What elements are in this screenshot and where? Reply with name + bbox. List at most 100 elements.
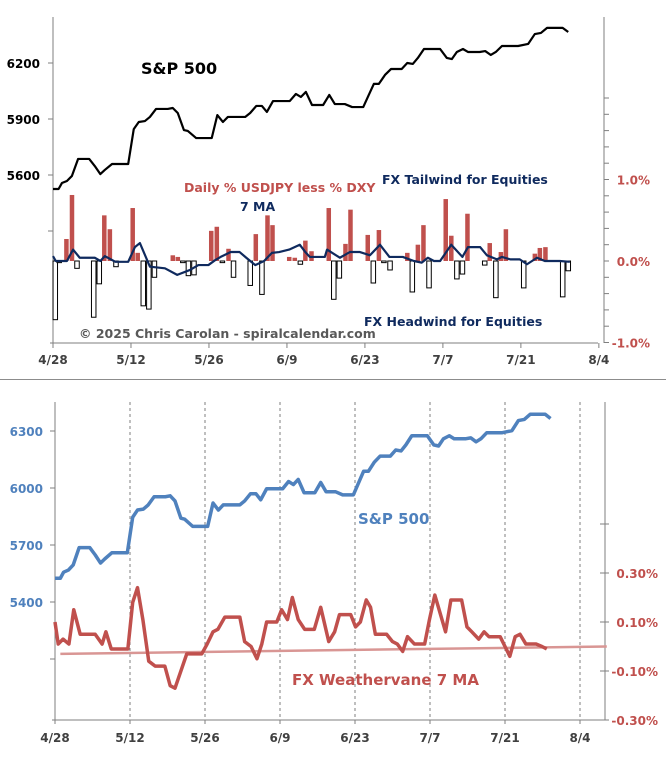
x-axis-label: 7/21 — [490, 731, 519, 745]
bar-positive — [449, 235, 454, 261]
bar-negative — [409, 260, 416, 293]
left-axis-label: 5900 — [7, 113, 40, 127]
bar-positive — [487, 243, 492, 261]
left-axis-label: 6200 — [7, 57, 40, 71]
bar-positive — [415, 244, 421, 261]
bar-negative — [90, 260, 97, 318]
bar-negative — [459, 260, 466, 275]
x-axis-label: 6/9 — [276, 353, 297, 367]
left-axis-label: 5700 — [10, 539, 43, 553]
bar-positive — [421, 225, 426, 261]
bar-positive — [135, 252, 140, 261]
bar-negative — [180, 260, 186, 264]
bar-positive — [265, 215, 270, 261]
bottom-lines — [53, 412, 607, 690]
bar-positive — [292, 257, 298, 261]
bar-positive — [130, 208, 135, 261]
bar-positive — [64, 238, 69, 261]
right-axis-label: 0.10% — [616, 616, 658, 630]
x-axis-label: 7/21 — [506, 353, 535, 367]
bar-positive — [326, 208, 332, 261]
bar-negative — [331, 260, 337, 300]
bar-negative — [219, 260, 226, 264]
bar-positive — [286, 256, 292, 261]
bar-negative — [259, 260, 265, 295]
bar-positive — [503, 229, 509, 261]
left-axis-label: 5600 — [7, 169, 40, 183]
copyright-label: © 2025 Chris Carolan - spiralcalendar.co… — [79, 326, 376, 341]
bar-negative — [96, 260, 103, 285]
right-axis-label: -0.10% — [611, 665, 658, 679]
right-axis-label: -0.30% — [611, 714, 658, 728]
bar-negative — [247, 260, 253, 286]
bar-negative — [520, 260, 527, 289]
bar-negative — [493, 260, 499, 299]
x-axis-label: 7/7 — [419, 731, 440, 745]
bar-positive — [348, 209, 353, 261]
bar-negative — [370, 260, 377, 284]
bottom-axes — [50, 402, 609, 724]
bar-negative — [426, 260, 432, 289]
right-axis-label: 1.0% — [617, 174, 650, 188]
x-axis-label: 5/26 — [190, 731, 219, 745]
bar-positive — [365, 234, 371, 261]
x-axis-label: 5/12 — [115, 731, 144, 745]
right-axis-label: 0.0% — [617, 255, 650, 269]
bottom-sp500-line — [55, 412, 552, 580]
bar-positive — [102, 215, 107, 261]
x-axis-label: 5/26 — [194, 353, 223, 367]
x-axis-label: 6/9 — [269, 731, 290, 745]
x-axis-label: 6/23 — [350, 353, 379, 367]
bar-positive — [69, 194, 75, 261]
bar-positive — [170, 255, 176, 261]
bar-positive — [175, 256, 181, 261]
bar-negative — [185, 260, 192, 277]
weathervane-line — [53, 585, 548, 690]
x-axis-label: 4/28 — [40, 731, 69, 745]
top-lines — [52, 26, 570, 276]
headwind-label: FX Headwind for Equities — [364, 314, 542, 329]
bar-positive — [214, 226, 220, 261]
bar-negative — [151, 260, 158, 278]
bar-negative — [381, 260, 387, 264]
ma-series-label: 7 MA — [240, 199, 275, 214]
bar-positive — [443, 199, 448, 261]
chart-separator — [0, 379, 666, 380]
bar-negative — [297, 260, 304, 265]
bar-negative — [336, 260, 343, 279]
bar-positive — [537, 247, 543, 261]
top-tick-labels: 5600 5900 6200 1.0% 0.0% -1.0% 4/28 5/12 5/26 6/9… — [7, 57, 650, 367]
left-axis-label: 5400 — [10, 596, 43, 610]
bar-negative — [230, 260, 237, 278]
right-axis-label: -1.0% — [612, 337, 650, 351]
top-bars — [52, 194, 572, 321]
right-axis-label: 0.30% — [616, 567, 658, 581]
sp500-label: S&P 500 — [141, 59, 217, 78]
bar-negative — [146, 260, 152, 310]
bar-positive — [543, 247, 548, 261]
bar-negative — [140, 260, 147, 307]
weathervane-label: FX Weathervane 7 MA — [292, 671, 479, 689]
bar-positive — [226, 248, 231, 261]
x-axis-label: 8/4 — [569, 731, 590, 745]
reference-line — [60, 645, 607, 656]
sp500-line — [53, 26, 569, 191]
bar-negative — [481, 260, 488, 266]
bar-positive — [343, 243, 348, 261]
x-axis-label: 4/28 — [38, 353, 67, 367]
bottom-sp500-label: S&P 500 — [358, 510, 429, 528]
ma-line — [52, 241, 570, 276]
x-axis-label: 7/7 — [432, 353, 453, 367]
bar-positive — [270, 225, 275, 261]
bar-negative — [454, 260, 460, 280]
bar-positive — [465, 213, 470, 261]
bar-negative — [52, 260, 59, 321]
x-axis-label: 5/12 — [116, 353, 145, 367]
left-axis-label: 6000 — [10, 482, 43, 496]
bar-series-label: Daily % USDJPY less % DXY — [184, 180, 376, 195]
bar-positive — [405, 252, 410, 261]
bar-negative — [387, 260, 393, 271]
bar-negative — [74, 260, 80, 269]
left-axis-label: 6300 — [10, 425, 43, 439]
tailwind-label: FX Tailwind for Equities — [382, 172, 548, 187]
